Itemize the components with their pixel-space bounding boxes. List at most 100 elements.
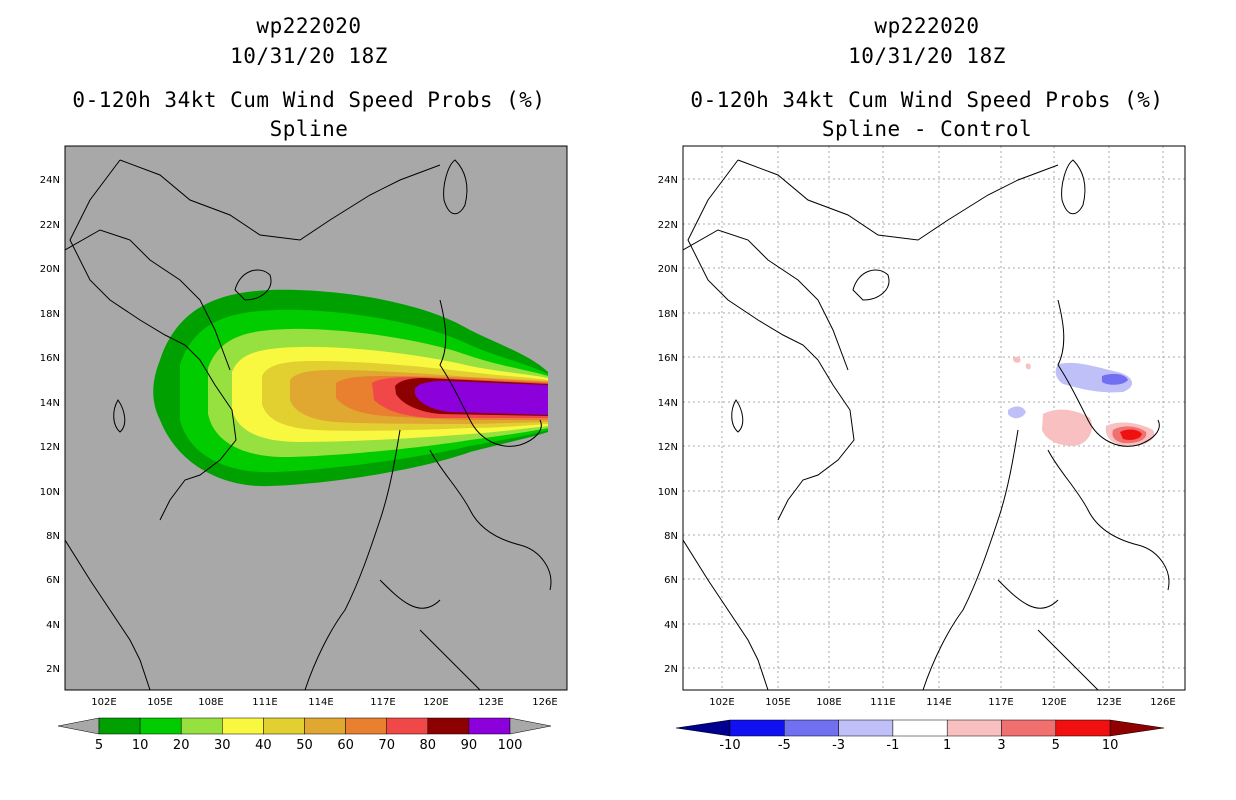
lat-tick-label: 22N xyxy=(40,220,60,231)
lat-tick-label: 4N xyxy=(664,620,678,631)
colorbar-label: -10 xyxy=(719,738,740,753)
coastlines xyxy=(65,159,552,690)
difference-map: 24N 22N 20N 18N 16N 14N 12N 10N 8N 6N 4N… xyxy=(658,145,1186,753)
colorbar-label: 20 xyxy=(173,738,190,753)
lat-tick-label: 16N xyxy=(40,353,60,364)
lat-tick-label: 12N xyxy=(658,442,678,453)
lat-tick-label: 6N xyxy=(664,575,678,586)
colorbar-label: 50 xyxy=(296,738,313,753)
lon-tick-label: 114E xyxy=(308,697,333,708)
lat-tick-label: 12N xyxy=(40,442,60,453)
colorbar-extension-high xyxy=(509,717,552,735)
lon-tick-label: 102E xyxy=(91,697,116,708)
colorbar: -10 -5 -3 -1 1 3 5 10 xyxy=(675,719,1165,753)
colorbar-swatch xyxy=(729,719,785,737)
method-title: Spline - Control xyxy=(821,117,1033,141)
lat-tick-label: 16N xyxy=(658,353,678,364)
lon-tick-label: 102E xyxy=(709,697,734,708)
lon-tick-label: 123E xyxy=(1096,697,1121,708)
lon-tick-label: 111E xyxy=(870,697,895,708)
forecast-time: 10/31/20 18Z xyxy=(230,44,388,68)
lat-tick-label: 8N xyxy=(664,531,678,542)
colorbar-swatch xyxy=(304,717,346,735)
lon-axis-labels: 102E 105E 108E 111E 114E 117E 120E 123E … xyxy=(91,697,557,708)
lat-tick-label: 10N xyxy=(658,487,678,498)
lat-tick-label: 14N xyxy=(658,398,678,409)
colorbar-label: 80 xyxy=(420,738,437,753)
colorbar-swatch xyxy=(345,717,387,735)
colorbar-label: 5 xyxy=(95,738,103,753)
lat-tick-label: 6N xyxy=(46,575,60,586)
storm-id: wp222020 xyxy=(874,14,980,38)
colorbar-label: 90 xyxy=(461,738,478,753)
storm-id: wp222020 xyxy=(256,14,362,38)
colorbar-swatch xyxy=(139,717,182,735)
colorbar-label: 1 xyxy=(943,738,951,753)
colorbar-swatch xyxy=(263,717,305,735)
lon-tick-label: 126E xyxy=(1150,697,1175,708)
lon-tick-label: 120E xyxy=(423,697,448,708)
lat-tick-label: 18N xyxy=(40,309,60,320)
colorbar-swatch xyxy=(386,717,429,735)
lat-tick-label: 20N xyxy=(40,264,60,275)
forecast-time: 10/31/20 18Z xyxy=(848,44,1006,68)
colorbar-extension-low xyxy=(57,717,100,735)
graticule xyxy=(683,146,1185,690)
colorbar-label: 10 xyxy=(1102,738,1119,753)
colorbar-label: -3 xyxy=(832,738,845,753)
lon-tick-label: 105E xyxy=(147,697,172,708)
colorbar-label: 10 xyxy=(132,738,149,753)
lat-tick-label: 22N xyxy=(658,220,678,231)
probability-map: 24N 22N 20N 18N 16N 14N 12N 10N 8N 6N 4N… xyxy=(40,145,568,753)
colorbar-swatch xyxy=(838,719,894,737)
colorbar-swatch xyxy=(468,717,511,735)
colorbar-label: 5 xyxy=(1052,738,1060,753)
colorbar-extension-low xyxy=(675,719,731,737)
lon-axis-labels: 102E 105E 108E 111E 114E 117E 120E 123E … xyxy=(709,697,1175,708)
difference-panel: wp222020 10/31/20 18Z 0-120h 34kt Cum Wi… xyxy=(618,0,1236,800)
colorbar-swatch xyxy=(427,717,470,735)
lat-axis-labels: 24N 22N 20N 18N 16N 14N 12N 10N 8N 6N 4N… xyxy=(40,175,60,675)
colorbar-extension-high xyxy=(1109,719,1165,737)
colorbar-label: 70 xyxy=(378,738,395,753)
colorbar-swatch xyxy=(784,719,839,737)
product-title: 0-120h 34kt Cum Wind Speed Probs (%) xyxy=(690,88,1164,112)
colorbar-label: -1 xyxy=(886,738,899,753)
colorbar-swatch xyxy=(1001,719,1057,737)
lat-tick-label: 10N xyxy=(40,487,60,498)
lon-tick-label: 111E xyxy=(252,697,277,708)
lat-tick-label: 20N xyxy=(658,264,678,275)
difference-field xyxy=(1008,356,1155,446)
colorbar-swatch xyxy=(892,719,948,737)
lat-axis-labels: 24N 22N 20N 18N 16N 14N 12N 10N 8N 6N 4N… xyxy=(658,175,678,675)
colorbar-swatch xyxy=(946,719,1002,737)
colorbar-swatch xyxy=(1055,719,1111,737)
lat-tick-label: 24N xyxy=(658,175,678,186)
colorbar-swatch xyxy=(222,717,264,735)
lat-tick-label: 8N xyxy=(46,531,60,542)
colorbar-swatch xyxy=(180,717,223,735)
lat-tick-label: 2N xyxy=(664,664,678,675)
lat-tick-label: 18N xyxy=(658,309,678,320)
lat-tick-label: 24N xyxy=(40,175,60,186)
colorbar-swatch xyxy=(98,717,141,735)
lon-tick-label: 126E xyxy=(532,697,557,708)
method-title: Spline xyxy=(269,117,349,141)
colorbar-label: 30 xyxy=(214,738,231,753)
lat-tick-label: 14N xyxy=(40,398,60,409)
colorbar: 5 10 20 30 40 50 60 70 80 90 100 xyxy=(57,717,552,753)
product-title: 0-120h 34kt Cum Wind Speed Probs (%) xyxy=(72,88,546,112)
lon-tick-label: 120E xyxy=(1041,697,1066,708)
lon-tick-label: 117E xyxy=(988,697,1013,708)
colorbar-label: -5 xyxy=(778,738,791,753)
lat-tick-label: 2N xyxy=(46,664,60,675)
lon-tick-label: 123E xyxy=(478,697,503,708)
colorbar-label: 40 xyxy=(255,738,272,753)
lon-tick-label: 117E xyxy=(370,697,395,708)
lon-tick-label: 114E xyxy=(926,697,951,708)
map-background xyxy=(683,146,1185,690)
lon-tick-label: 105E xyxy=(765,697,790,708)
lon-tick-label: 108E xyxy=(198,697,223,708)
probability-panel: wp222020 10/31/20 18Z 0-120h 34kt Cum Wi… xyxy=(40,14,568,753)
lon-tick-label: 108E xyxy=(816,697,841,708)
